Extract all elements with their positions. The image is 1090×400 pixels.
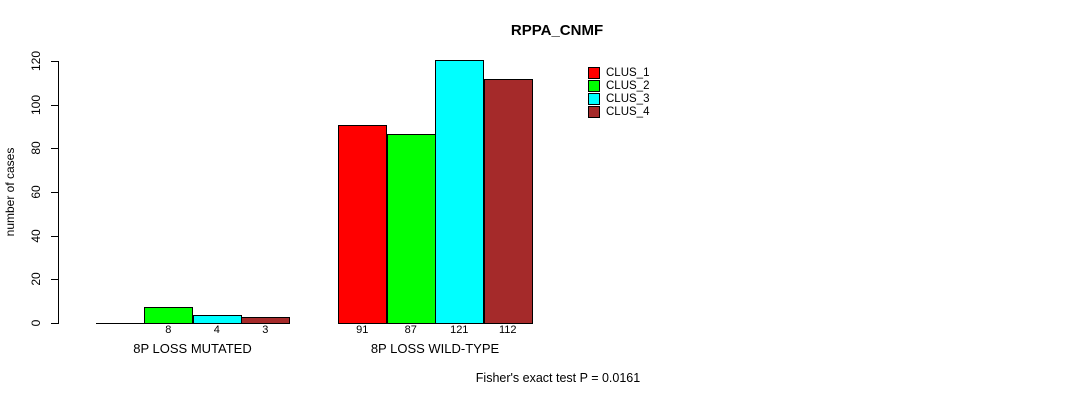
legend-item-clus_3: CLUS_3 bbox=[588, 92, 649, 105]
y-axis-tick-label: 120 bbox=[29, 50, 43, 72]
bar-clus_2-1 bbox=[144, 307, 193, 324]
legend-swatch-clus_2 bbox=[588, 79, 600, 92]
y-axis-tick-label: 20 bbox=[29, 272, 43, 287]
bar-value-label: 91 bbox=[356, 323, 369, 336]
y-axis-tick bbox=[51, 323, 58, 324]
y-axis-tick-label: 60 bbox=[29, 185, 43, 199]
legend-item-clus_4: CLUS_4 bbox=[588, 105, 649, 118]
y-axis-tick bbox=[51, 104, 58, 106]
y-axis-tick bbox=[51, 279, 58, 281]
bar-value-label: 4 bbox=[213, 323, 220, 336]
y-axis-tick-label: 100 bbox=[29, 94, 43, 115]
legend-label: CLUS_2 bbox=[606, 79, 650, 92]
chart-title: RPPA_CNMF bbox=[510, 22, 604, 39]
y-axis-tick-label: 0 bbox=[29, 319, 43, 327]
legend-swatch-clus_4 bbox=[588, 105, 600, 118]
legend-item-clus_1: CLUS_1 bbox=[588, 66, 649, 79]
y-axis-tick-label: 40 bbox=[29, 228, 43, 243]
bar-clus_1-2 bbox=[338, 125, 387, 324]
bar-clus_3-2 bbox=[435, 60, 484, 324]
y-axis-tick bbox=[51, 148, 58, 150]
legend: CLUS_1 CLUS_2 CLUS_3 CLUS_4 bbox=[588, 66, 649, 118]
y-axis-label: number of cases bbox=[3, 147, 17, 237]
y-axis-tick bbox=[51, 192, 58, 193]
bar-value-label: 121 bbox=[450, 323, 469, 336]
legend-swatch-clus_3 bbox=[588, 92, 600, 105]
bar-value-label: 112 bbox=[498, 323, 517, 336]
category-label: 8P LOSS WILD-TYPE bbox=[370, 341, 500, 356]
legend-item-clus_2: CLUS_2 bbox=[588, 79, 649, 92]
category-label: 8P LOSS MUTATED bbox=[133, 341, 252, 356]
bar-clus_2-2 bbox=[386, 134, 436, 324]
fisher-test-annotation: Fisher's exact test P = 0.0161 bbox=[475, 371, 641, 385]
y-axis-tick bbox=[51, 61, 58, 62]
legend-label: CLUS_3 bbox=[606, 92, 650, 105]
bar-value-label: 87 bbox=[404, 323, 417, 336]
legend-label: CLUS_4 bbox=[606, 105, 650, 118]
y-axis-tick-label: 80 bbox=[29, 141, 43, 156]
bar-clus_4-1 bbox=[241, 317, 290, 324]
legend-label: CLUS_1 bbox=[606, 66, 650, 79]
legend-swatch-clus_1 bbox=[588, 66, 600, 79]
y-axis-line bbox=[58, 61, 59, 324]
y-axis-tick bbox=[51, 235, 58, 237]
bar-clus_4-2 bbox=[483, 79, 533, 324]
bar-value-label: 8 bbox=[165, 323, 172, 336]
bar-value-label: 3 bbox=[262, 323, 269, 336]
